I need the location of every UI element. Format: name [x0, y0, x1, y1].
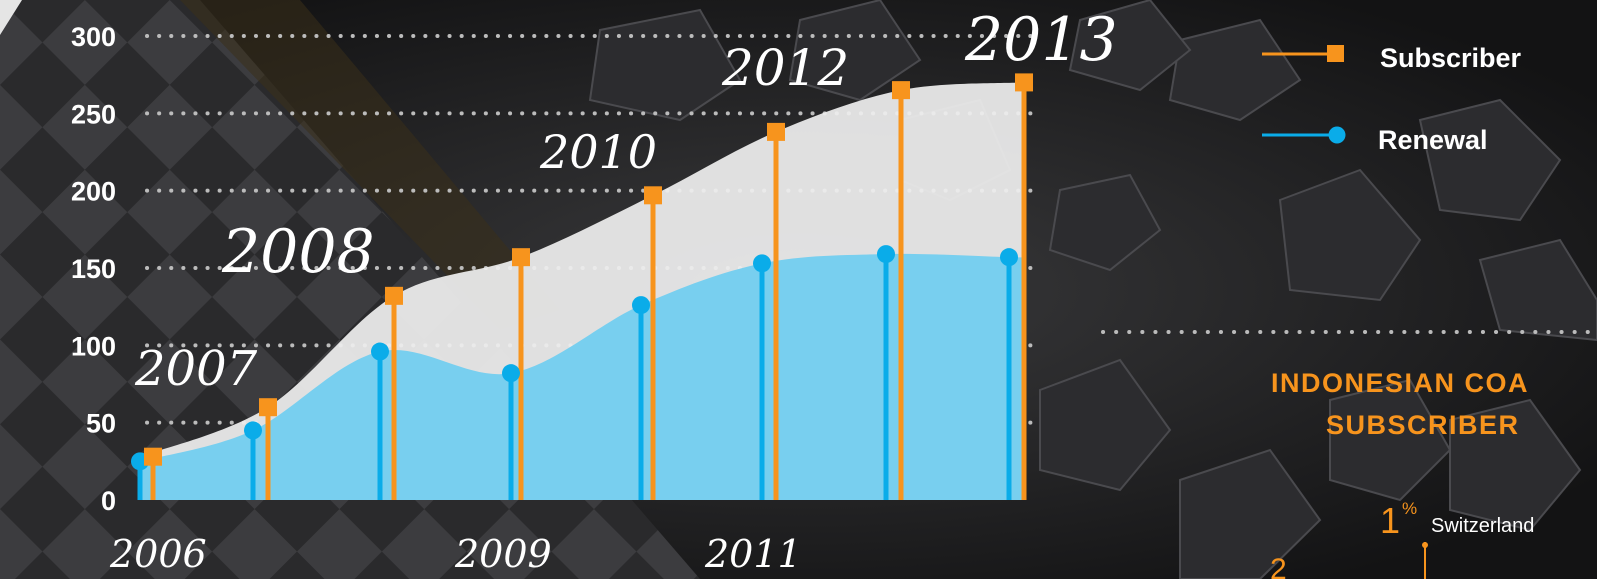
- year-label: 2013: [964, 5, 1118, 75]
- y-tick-label: 0: [101, 486, 116, 516]
- cropped-share-fragment: 2: [1270, 553, 1287, 579]
- year-label: 2010: [539, 125, 657, 179]
- subscriber-stems: [150, 82, 1027, 500]
- renewal-area: [140, 253, 1024, 500]
- y-tick-label: 300: [71, 22, 116, 52]
- subscriber-point: [644, 186, 662, 205]
- share-value: 1: [1380, 500, 1400, 541]
- renewal-point: [244, 421, 262, 440]
- legend-renewal-circle-icon: [1328, 126, 1346, 144]
- share-country: Switzerland: [1431, 515, 1534, 537]
- y-tick-label: 50: [86, 409, 116, 439]
- y-tick-label: 100: [71, 331, 116, 361]
- year-label: 2008: [221, 217, 375, 287]
- subscriber-point: [767, 122, 785, 141]
- share-leader-dot: [1422, 542, 1428, 548]
- legend-item-renewal[interactable]: Renewal: [1262, 125, 1488, 155]
- renewal-point: [632, 296, 650, 315]
- subscriber-point: [385, 286, 403, 305]
- y-tick-label: 150: [71, 254, 116, 284]
- renewal-point: [1000, 248, 1018, 267]
- subscriber-point: [1015, 73, 1033, 92]
- year-label: 2006: [109, 532, 207, 576]
- corner-fold: [0, 0, 22, 35]
- year-labels: 2006 2007 2008 2009 2010 2011 2012 2013: [109, 5, 1118, 576]
- renewal-point: [502, 364, 520, 383]
- data-markers: [131, 73, 1033, 471]
- legend: Subscriber Renewal: [1262, 43, 1522, 155]
- legend-subscriber-square-icon: [1327, 45, 1344, 62]
- y-axis-ticks: 0 50 100 150 200 250 300: [71, 22, 116, 516]
- subscriber-point: [144, 447, 162, 466]
- year-label: 2007: [134, 341, 258, 397]
- renewal-point: [753, 254, 771, 273]
- y-tick-label: 250: [71, 99, 116, 129]
- diagonal-band: [180, 0, 560, 330]
- year-label: 2009: [454, 532, 552, 576]
- year-label: 2012: [721, 39, 849, 97]
- y-tick-label: 200: [71, 177, 116, 207]
- subscriber-point: [259, 398, 277, 417]
- share-percent-sign: %: [1402, 499, 1417, 518]
- panel-title-line2: SUBSCRIBER: [1326, 410, 1520, 440]
- renewal-point: [877, 245, 895, 264]
- legend-item-subscriber[interactable]: Subscriber: [1262, 43, 1522, 73]
- subscriber-point: [892, 81, 910, 100]
- side-panel: INDONESIAN COA SUBSCRIBER 1 % Switzerlan…: [1101, 330, 1597, 579]
- subscriber-point: [512, 248, 530, 267]
- legend-renewal-label: Renewal: [1378, 125, 1488, 155]
- year-label: 2011: [704, 532, 802, 576]
- legend-subscriber-label: Subscriber: [1380, 43, 1522, 73]
- renewal-stems: [137, 254, 1012, 500]
- panel-title-line1: INDONESIAN COA: [1271, 368, 1529, 398]
- renewal-point: [371, 342, 389, 361]
